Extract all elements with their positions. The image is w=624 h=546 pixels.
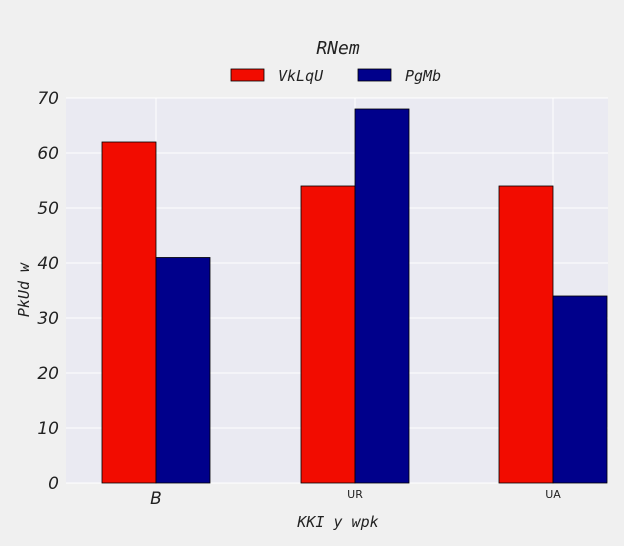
y-tick-label: 40 xyxy=(37,254,59,274)
legend-label-vklqu: VkLqU xyxy=(278,67,324,85)
y-axis-ticks: 0 10 20 30 40 50 60 70 xyxy=(37,89,59,494)
legend: VkLqU PgMb xyxy=(230,67,441,85)
legend-swatch-pgmb xyxy=(357,68,392,82)
y-tick-label: 70 xyxy=(37,89,59,109)
legend-swatch-vklqu xyxy=(230,68,265,82)
y-tick-label: 10 xyxy=(37,419,59,439)
legend-label-pgmb: PgMb xyxy=(405,67,441,85)
bar-vklqu-b xyxy=(101,141,157,484)
bar-vklqu-ua xyxy=(498,185,554,484)
chart-title: RNem xyxy=(316,38,360,59)
x-axis-ticks: B UR UA xyxy=(150,488,561,509)
x-tick-label-ua: UA xyxy=(545,488,561,501)
y-tick-label: 50 xyxy=(37,199,59,219)
y-tick-label: 60 xyxy=(37,144,59,164)
y-tick-label: 30 xyxy=(37,309,59,329)
y-tick-label: 20 xyxy=(37,364,59,384)
bars xyxy=(101,108,608,484)
x-tick-label-ur: UR xyxy=(347,488,363,501)
bar-pgmb-ur xyxy=(354,108,410,484)
bar-pgmb-ua xyxy=(552,295,608,484)
y-axis-label: PkUd w xyxy=(15,262,33,317)
x-tick-label-b: B xyxy=(150,489,162,509)
bar-pgmb-b xyxy=(155,257,211,484)
x-axis-label: KKI y wpk xyxy=(296,513,378,531)
y-tick-label: 0 xyxy=(48,474,59,494)
bar-vklqu-ur xyxy=(300,185,356,484)
